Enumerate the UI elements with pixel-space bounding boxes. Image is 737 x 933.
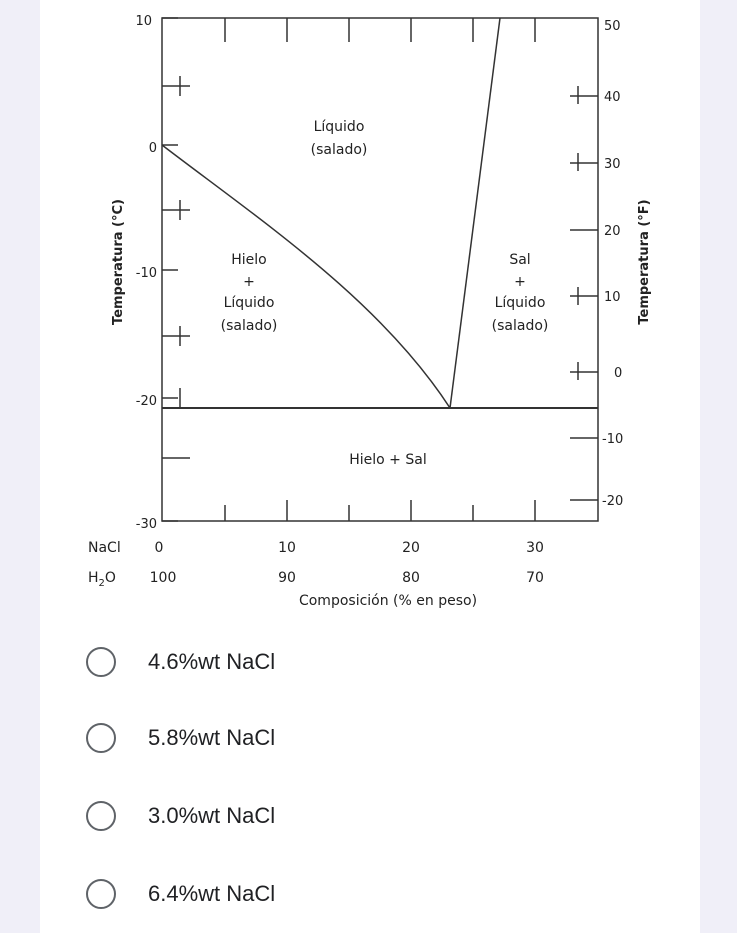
radio-circle-icon[interactable] (86, 801, 116, 831)
left-tick-0: 0 (149, 141, 157, 156)
ice-liquid-line1: Hielo (231, 252, 267, 268)
nacl-tick-20: 20 (402, 540, 420, 556)
h2o-tick-80: 80 (402, 570, 420, 586)
ice-liquid-line2: + (243, 274, 255, 290)
answer-option-1[interactable]: 4.6%wt NaCl (86, 642, 506, 682)
answer-option-label: 5.8%wt NaCl (148, 725, 276, 750)
liquid-label-line2: (salado) (311, 142, 368, 158)
left-tick-10: 10 (135, 14, 152, 29)
left-axis-ticks (162, 17, 190, 522)
answer-option-label: 6.4%wt NaCl (148, 881, 276, 906)
right-axis-title: Temperatura (°F) (637, 199, 652, 324)
answer-option-4[interactable]: 6.4%wt NaCl (86, 874, 506, 914)
region-ice-liquid-label: Hielo + Líquido (salado) (221, 252, 278, 334)
liquidus-ice-curve (161, 144, 451, 409)
left-tick-minus10: -10 (136, 266, 157, 281)
ice-liquid-line4: (salado) (221, 318, 278, 334)
answer-option-3[interactable]: 3.0%wt NaCl (86, 796, 506, 836)
right-tick-0: 0 (614, 366, 622, 381)
h2o-tick-labels: 100 90 80 70 (150, 570, 544, 586)
region-liquid-label: Líquido (salado) (311, 119, 368, 158)
region-ice-salt-label: Hielo + Sal (349, 452, 426, 468)
nacl-tick-10: 10 (278, 540, 296, 556)
h2o-tick-90: 90 (278, 570, 296, 586)
nacl-tick-0: 0 (155, 540, 164, 556)
salt-liquid-line3: Líquido (495, 295, 546, 311)
diagram-frame (161, 17, 599, 522)
answer-option-2[interactable]: 5.8%wt NaCl (86, 718, 506, 758)
right-tick-minus10: -10 (602, 432, 623, 447)
h2o-tick-100: 100 (150, 570, 177, 586)
right-tick-40: 40 (604, 90, 621, 105)
bottom-axis-ticks (224, 500, 536, 521)
radio-circle-icon[interactable] (86, 723, 116, 753)
right-tick-10: 10 (604, 290, 621, 305)
nacl-tick-30: 30 (526, 540, 544, 556)
top-axis-ticks (224, 18, 536, 42)
salt-liquid-line2: + (514, 274, 526, 290)
answer-option-label: 3.0%wt NaCl (148, 803, 276, 828)
radio-circle-icon[interactable] (86, 647, 116, 677)
left-tick-minus30: -30 (136, 517, 157, 532)
region-salt-liquid-label: Sal + Líquido (salado) (492, 252, 549, 334)
right-axis-ticks (570, 86, 598, 501)
liquidus-salt-line (449, 17, 501, 409)
composition-axis-title: Composición (% en peso) (299, 593, 477, 609)
nacl-tick-labels: 0 10 20 30 (155, 540, 544, 556)
right-tick-20: 20 (604, 224, 621, 239)
h2o-row-label: H2O (88, 570, 116, 589)
nacl-row-label: NaCl (88, 540, 121, 556)
question-card (40, 0, 700, 933)
ice-liquid-line3: Líquido (224, 295, 275, 311)
right-tick-minus20: -20 (602, 494, 623, 509)
left-tick-minus20: -20 (136, 394, 157, 409)
salt-liquid-line1: Sal (509, 252, 530, 268)
phase-diagram: 10 0 -10 -20 -30 Temperatura (°C) 50 40 … (88, 14, 652, 609)
right-tick-50: 50 (604, 19, 621, 34)
answer-option-label: 4.6%wt NaCl (148, 649, 276, 674)
liquid-label-line1: Líquido (314, 119, 365, 135)
left-axis-labels: 10 0 -10 -20 -30 (135, 14, 157, 532)
right-tick-30: 30 (604, 157, 621, 172)
radio-circle-icon[interactable] (86, 879, 116, 909)
left-axis-title: Temperatura (°C) (111, 199, 126, 325)
h2o-tick-70: 70 (526, 570, 544, 586)
salt-liquid-line4: (salado) (492, 318, 549, 334)
right-axis-labels: 50 40 30 20 10 0 -10 -20 (602, 19, 623, 509)
